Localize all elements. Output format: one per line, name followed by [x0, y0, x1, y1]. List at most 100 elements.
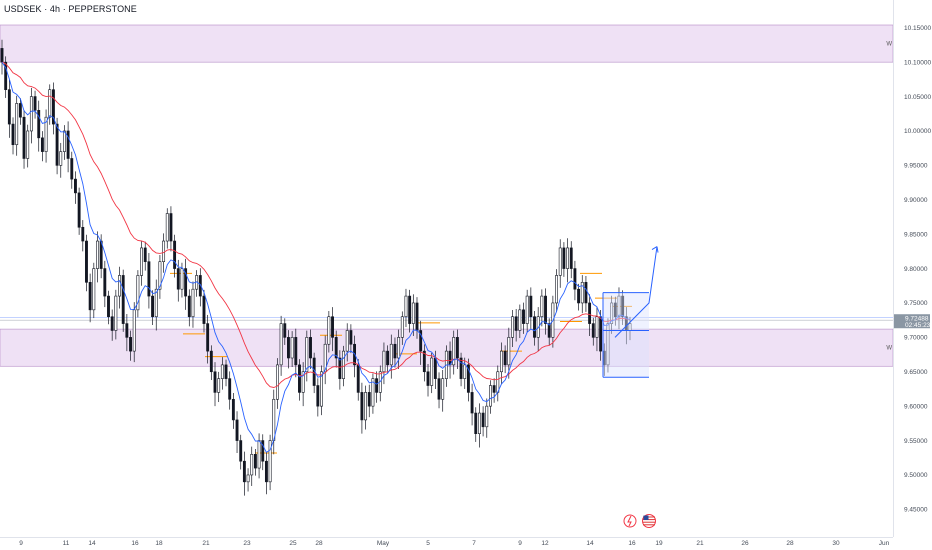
- candle: [606, 318, 610, 373]
- candle-body: [162, 240, 166, 262]
- candle: [276, 358, 279, 409]
- candle: [474, 407, 478, 442]
- candle-body: [474, 412, 478, 434]
- candle-body: [26, 130, 30, 159]
- horizontal-levels: [0, 317, 893, 321]
- candle-body: [114, 295, 118, 331]
- candle-body: [430, 357, 434, 386]
- candle-body: [415, 302, 419, 331]
- time-tick-label: 16: [628, 540, 636, 547]
- candle-body: [389, 343, 393, 366]
- candle-body: [165, 213, 169, 242]
- candle-body: [621, 295, 625, 318]
- candle: [18, 98, 22, 125]
- candle-body: [503, 350, 507, 366]
- price-axis[interactable]: 10.15000 10.10000 10.05000 10.00000 9.95000 9…: [893, 0, 932, 537]
- candle-body: [136, 275, 140, 311]
- candle-body: [121, 275, 125, 324]
- candle-body: [143, 247, 147, 262]
- candle-body: [422, 350, 426, 373]
- candle: [584, 276, 588, 312]
- projection-box: [603, 292, 649, 378]
- candle-body: [569, 247, 573, 269]
- candle: [386, 345, 390, 374]
- candle: [129, 330, 132, 361]
- projection-drawing[interactable]: [602, 246, 659, 378]
- time-axis[interactable]: 9 11 14 16 18 21 23 25 28 May 5 7 9 12 14 16 19 21 26 28 30 J…: [0, 537, 893, 548]
- candle-body: [437, 378, 441, 400]
- time-tick-label: 28: [786, 540, 794, 547]
- candle: [287, 330, 290, 369]
- time-tick-label: 30: [832, 540, 840, 547]
- time-tick-label: 21: [696, 540, 704, 547]
- current-price-tag: [894, 314, 930, 329]
- candle-body: [173, 240, 177, 269]
- candle-body: [33, 96, 37, 111]
- candle-body: [371, 378, 375, 407]
- candle: [389, 334, 393, 379]
- candle-body: [323, 343, 327, 373]
- candle-body: [228, 378, 232, 400]
- candle: [393, 337, 397, 368]
- candle: [70, 151, 74, 189]
- candle: [577, 283, 581, 311]
- time-tick-label: 14: [586, 540, 594, 547]
- candle-body: [110, 316, 114, 331]
- candlesticks: [0, 39, 632, 496]
- candle-body: [320, 371, 323, 407]
- candle: [470, 383, 474, 426]
- zone-tag-1: W: [886, 346, 892, 352]
- candle-body: [463, 364, 467, 379]
- candle: [253, 449, 257, 476]
- candle-body: [276, 364, 279, 400]
- candle-body: [448, 350, 452, 366]
- candle-body: [485, 405, 489, 428]
- candle-body: [342, 350, 345, 379]
- candle: [294, 328, 298, 378]
- chart-title: USDSEK · 4h · PEPPERSTONE: [4, 4, 137, 14]
- candle: [360, 382, 364, 434]
- candle: [492, 378, 496, 403]
- candle-body: [397, 337, 401, 359]
- candle: [437, 372, 441, 409]
- candle-body: [217, 378, 221, 393]
- candle: [213, 362, 217, 407]
- candle-body: [606, 323, 610, 366]
- event-icons[interactable]: [623, 514, 656, 528]
- candle-body: [231, 398, 235, 421]
- candle: [209, 345, 213, 381]
- candle-body: [334, 337, 338, 359]
- candle: [529, 287, 533, 330]
- price-tick-label: 9.45000: [904, 507, 928, 514]
- candle-body: [500, 350, 503, 373]
- candle: [239, 434, 243, 470]
- candle-body: [202, 295, 206, 324]
- candle: [198, 268, 202, 307]
- candle: [455, 329, 459, 370]
- candle: [514, 309, 518, 342]
- candle: [316, 378, 320, 417]
- candle: [26, 124, 30, 168]
- candle: [338, 350, 342, 390]
- candle: [298, 359, 301, 401]
- candle-body: [48, 89, 52, 118]
- zone-tag-0: W: [886, 42, 892, 48]
- candle-body: [77, 192, 81, 228]
- candle-body: [88, 282, 92, 311]
- candle-body: [514, 316, 518, 331]
- candle-body: [360, 392, 364, 421]
- candle-body: [59, 151, 63, 166]
- candle-body: [375, 378, 379, 393]
- candle-body: [327, 316, 331, 345]
- candle: [217, 371, 221, 403]
- time-tick-label: 5: [426, 540, 430, 547]
- flash-bolt: [627, 515, 632, 527]
- candle: [59, 142, 63, 178]
- candle: [518, 304, 522, 339]
- candle-body: [287, 337, 290, 359]
- candle-body: [209, 350, 213, 373]
- candle-body: [400, 316, 404, 338]
- candle: [466, 358, 470, 402]
- candle-body: [345, 330, 349, 352]
